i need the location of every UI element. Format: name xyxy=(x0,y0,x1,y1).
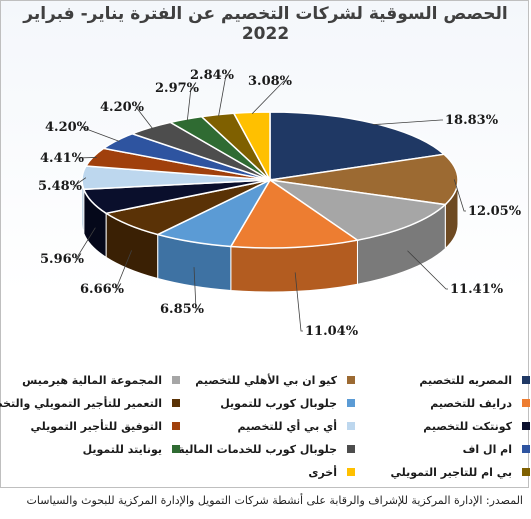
legend-swatch xyxy=(172,445,180,453)
legend-item: جلوبال كورب للخدمات المالية xyxy=(178,441,355,457)
data-label: 18.83% xyxy=(445,113,499,128)
legend-swatch xyxy=(522,422,530,430)
legend-item: التوفيق للتأجير التمويلي xyxy=(20,418,180,434)
legend-label: التعمير للتأجير التمويلي والتخصيم xyxy=(0,396,162,410)
chart-title: الحصص السوقية لشركات التخصيم عن الفترة ي… xyxy=(23,4,508,44)
pie-labels: 18.83% 12.05% 11.41% 11.04% 6.85% 6.66% 5.96% 5… xyxy=(38,68,522,339)
legend-swatch xyxy=(172,422,180,430)
leader-line xyxy=(115,250,132,290)
data-label: 3.08% xyxy=(248,74,293,89)
data-label: 11.41% xyxy=(450,282,504,297)
data-label: 5.96% xyxy=(40,252,85,267)
legend-swatch xyxy=(172,376,180,384)
legend-item: التعمير للتأجير التمويلي والتخصيم xyxy=(0,395,180,411)
legend-item: أي بي أي للتخصيم xyxy=(195,418,355,434)
leader-line xyxy=(75,157,97,159)
pie-slice xyxy=(269,111,446,181)
pie-slice xyxy=(229,178,360,249)
data-label: 6.85% xyxy=(160,302,205,317)
legend-item: ام ال اف xyxy=(370,441,530,457)
legend-swatch xyxy=(172,399,180,407)
legend-label: أي بي أي للتخصيم xyxy=(237,419,337,433)
legend-swatch xyxy=(347,422,355,430)
data-label: 2.84% xyxy=(190,68,235,83)
data-label: 4.41% xyxy=(40,151,85,166)
legend-swatch xyxy=(347,376,355,384)
leader-line xyxy=(186,87,195,121)
legend-label: كيو ان بي الأهلي للتخصيم xyxy=(195,373,337,387)
data-label: 4.20% xyxy=(45,120,90,135)
legend-item: كيو ان بي الأهلي للتخصيم xyxy=(195,372,355,388)
leader-line xyxy=(218,74,230,117)
data-label: 5.48% xyxy=(38,179,83,194)
leader-line xyxy=(294,272,303,332)
pie-chart: 18.83% 12.05% 11.41% 11.04% 6.85% 6.66% 5.96% 5… xyxy=(38,68,522,339)
pie-slice xyxy=(269,179,447,241)
leader-line xyxy=(372,119,443,126)
leader-line xyxy=(72,177,87,187)
leader-line xyxy=(135,106,153,129)
legend-label: التوفيق للتأجير التمويلي xyxy=(30,419,162,433)
chart-legend: المصريه للتخصيم كيو ان بي الأهلي للتخصيم ا… xyxy=(0,368,531,480)
legend-label: جلوبال كورب للتمويل xyxy=(220,396,337,410)
legend-label: كونتكت للتخصيم xyxy=(423,419,512,433)
legend-label: ام ال اف xyxy=(462,442,512,456)
legend-label: المصريه للتخصيم xyxy=(419,373,512,387)
legend-label: بي ام للتاجير التمويلي xyxy=(390,465,513,479)
legend-item: يونايتد للتمويل xyxy=(20,441,180,457)
legend-swatch xyxy=(522,399,530,407)
leader-line xyxy=(407,250,448,290)
legend-item: أخرى xyxy=(195,464,355,480)
leader-line xyxy=(193,267,200,310)
legend-label: يونايتد للتمويل xyxy=(82,442,162,456)
pie-slice xyxy=(232,111,271,181)
legend-item: درايف للتخصيم xyxy=(370,395,530,411)
legend-label: المجموعة المالية هيرميس xyxy=(22,373,162,387)
pie-tops xyxy=(81,111,459,249)
source-note: المصدر: الإدارة المركزية للإشراف والرقاب… xyxy=(26,494,523,507)
legend-label: جلوبال كورب للخدمات المالية xyxy=(178,442,337,456)
legend-swatch xyxy=(522,445,530,453)
leader-line xyxy=(75,227,96,260)
legend-swatch xyxy=(347,399,355,407)
leader-line xyxy=(80,126,120,142)
legend-swatch xyxy=(522,468,530,476)
legend-item: كونتكت للتخصيم xyxy=(370,418,530,434)
legend-swatch xyxy=(347,468,355,476)
legend-item: المصريه للتخصيم xyxy=(370,372,530,388)
legend-item: جلوبال كورب للتمويل xyxy=(195,395,355,411)
leader-line xyxy=(251,80,288,114)
legend-swatch xyxy=(522,376,530,384)
data-label: 2.97% xyxy=(155,81,200,96)
data-label: 6.66% xyxy=(80,282,125,297)
legend-item: بي ام للتاجير التمويلي xyxy=(370,464,530,480)
pie-slice xyxy=(269,153,459,206)
data-label: 4.20% xyxy=(100,100,145,115)
leader-line xyxy=(453,179,466,212)
legend-label: أخرى xyxy=(308,465,337,479)
data-label: 12.05% xyxy=(468,204,522,219)
legend-swatch xyxy=(347,445,355,453)
data-label: 11.04% xyxy=(305,324,359,339)
legend-label: درايف للتخصيم xyxy=(430,396,512,410)
legend-item: المجموعة المالية هيرميس xyxy=(20,372,180,388)
